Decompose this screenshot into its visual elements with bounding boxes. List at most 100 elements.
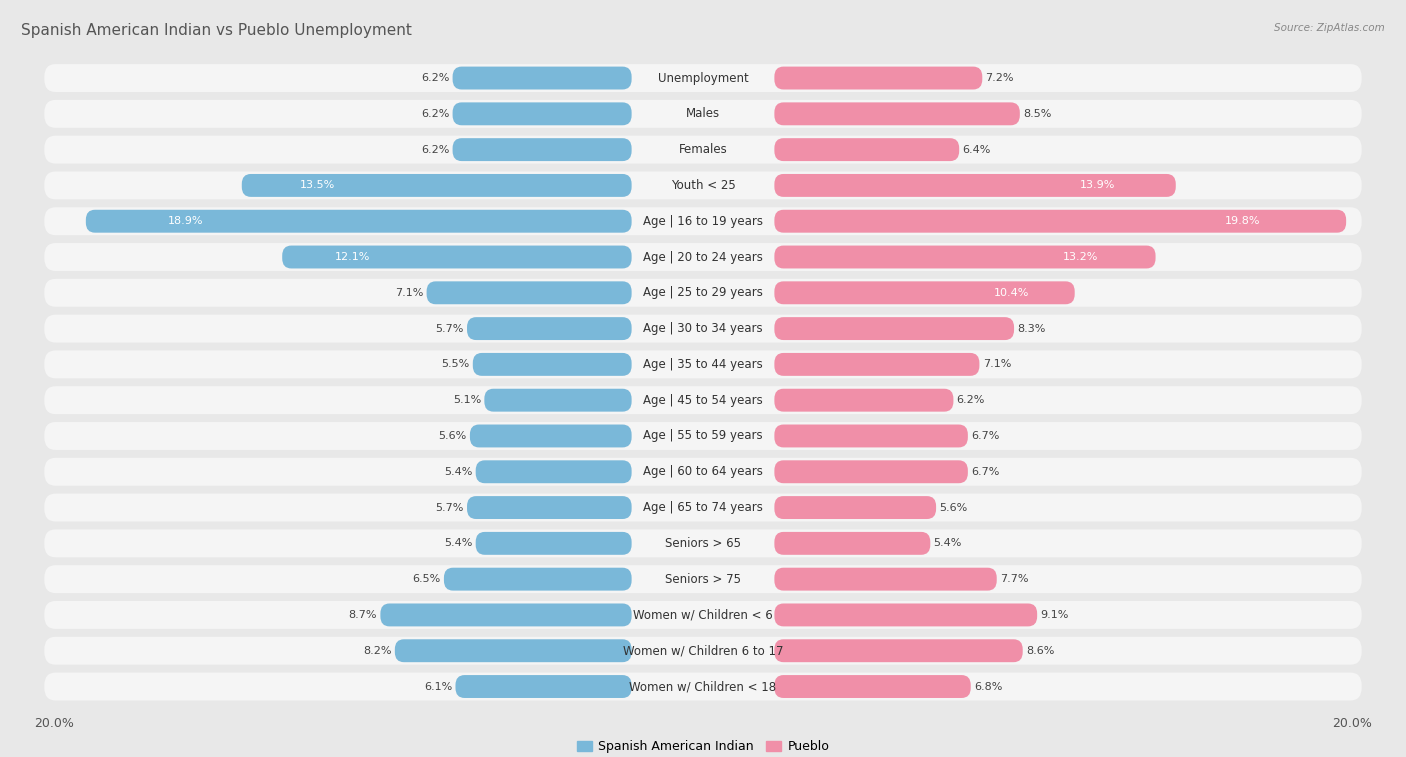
Text: Spanish American Indian vs Pueblo Unemployment: Spanish American Indian vs Pueblo Unempl… (21, 23, 412, 38)
Text: 6.5%: 6.5% (412, 574, 440, 584)
FancyBboxPatch shape (775, 639, 1022, 662)
Text: 13.9%: 13.9% (1080, 180, 1115, 191)
FancyBboxPatch shape (775, 568, 997, 590)
Text: 6.4%: 6.4% (963, 145, 991, 154)
FancyBboxPatch shape (426, 282, 631, 304)
Text: 5.5%: 5.5% (441, 360, 470, 369)
FancyBboxPatch shape (444, 568, 631, 590)
FancyBboxPatch shape (470, 425, 631, 447)
Text: 18.9%: 18.9% (167, 217, 204, 226)
Text: 6.2%: 6.2% (420, 145, 450, 154)
FancyBboxPatch shape (45, 243, 1361, 271)
Text: Males: Males (686, 107, 720, 120)
FancyBboxPatch shape (45, 207, 1361, 235)
Text: 8.6%: 8.6% (1026, 646, 1054, 656)
Text: 5.6%: 5.6% (439, 431, 467, 441)
Text: 7.1%: 7.1% (395, 288, 423, 298)
FancyBboxPatch shape (775, 317, 1014, 340)
Text: Age | 16 to 19 years: Age | 16 to 19 years (643, 215, 763, 228)
FancyBboxPatch shape (775, 102, 1019, 126)
FancyBboxPatch shape (775, 532, 931, 555)
Text: 8.3%: 8.3% (1018, 323, 1046, 334)
Text: 5.7%: 5.7% (436, 323, 464, 334)
Text: Seniors > 65: Seniors > 65 (665, 537, 741, 550)
FancyBboxPatch shape (45, 672, 1361, 700)
Text: 5.4%: 5.4% (444, 467, 472, 477)
FancyBboxPatch shape (242, 174, 631, 197)
Text: 6.7%: 6.7% (972, 431, 1000, 441)
Text: 6.1%: 6.1% (425, 681, 453, 692)
Text: Youth < 25: Youth < 25 (671, 179, 735, 192)
Text: 6.2%: 6.2% (420, 73, 450, 83)
FancyBboxPatch shape (453, 102, 631, 126)
Text: 12.1%: 12.1% (335, 252, 370, 262)
FancyBboxPatch shape (45, 565, 1361, 593)
Text: Age | 45 to 54 years: Age | 45 to 54 years (643, 394, 763, 407)
Text: 5.4%: 5.4% (444, 538, 472, 548)
Text: 8.7%: 8.7% (349, 610, 377, 620)
Text: 6.2%: 6.2% (956, 395, 986, 405)
Text: Age | 25 to 29 years: Age | 25 to 29 years (643, 286, 763, 299)
FancyBboxPatch shape (775, 353, 980, 375)
FancyBboxPatch shape (456, 675, 631, 698)
Text: 5.1%: 5.1% (453, 395, 481, 405)
FancyBboxPatch shape (45, 494, 1361, 522)
Text: 10.4%: 10.4% (994, 288, 1029, 298)
FancyBboxPatch shape (775, 675, 970, 698)
FancyBboxPatch shape (472, 353, 631, 375)
FancyBboxPatch shape (775, 210, 1346, 232)
FancyBboxPatch shape (475, 532, 631, 555)
Text: Women w/ Children < 18: Women w/ Children < 18 (630, 680, 776, 693)
Text: 5.4%: 5.4% (934, 538, 962, 548)
FancyBboxPatch shape (395, 639, 631, 662)
FancyBboxPatch shape (45, 350, 1361, 378)
Text: 13.2%: 13.2% (1063, 252, 1098, 262)
FancyBboxPatch shape (775, 496, 936, 519)
Text: 13.5%: 13.5% (301, 180, 336, 191)
FancyBboxPatch shape (775, 282, 1074, 304)
Legend: Spanish American Indian, Pueblo: Spanish American Indian, Pueblo (572, 735, 834, 757)
FancyBboxPatch shape (775, 603, 1038, 626)
Text: Women w/ Children 6 to 17: Women w/ Children 6 to 17 (623, 644, 783, 657)
FancyBboxPatch shape (45, 529, 1361, 557)
FancyBboxPatch shape (86, 210, 631, 232)
Text: Age | 35 to 44 years: Age | 35 to 44 years (643, 358, 763, 371)
FancyBboxPatch shape (484, 389, 631, 412)
Text: 8.5%: 8.5% (1024, 109, 1052, 119)
FancyBboxPatch shape (45, 136, 1361, 164)
Text: Age | 55 to 59 years: Age | 55 to 59 years (643, 429, 763, 443)
Text: 7.7%: 7.7% (1000, 574, 1028, 584)
Text: 7.1%: 7.1% (983, 360, 1011, 369)
FancyBboxPatch shape (45, 100, 1361, 128)
FancyBboxPatch shape (775, 139, 959, 161)
Text: 8.2%: 8.2% (363, 646, 392, 656)
Text: 5.6%: 5.6% (939, 503, 967, 512)
Text: Unemployment: Unemployment (658, 72, 748, 85)
FancyBboxPatch shape (45, 601, 1361, 629)
Text: 7.2%: 7.2% (986, 73, 1014, 83)
FancyBboxPatch shape (283, 245, 631, 269)
FancyBboxPatch shape (45, 458, 1361, 486)
FancyBboxPatch shape (45, 64, 1361, 92)
Text: 6.8%: 6.8% (974, 681, 1002, 692)
FancyBboxPatch shape (467, 496, 631, 519)
FancyBboxPatch shape (45, 637, 1361, 665)
Text: 9.1%: 9.1% (1040, 610, 1069, 620)
FancyBboxPatch shape (45, 315, 1361, 343)
FancyBboxPatch shape (467, 317, 631, 340)
FancyBboxPatch shape (45, 386, 1361, 414)
FancyBboxPatch shape (775, 174, 1175, 197)
FancyBboxPatch shape (775, 67, 983, 89)
Text: Females: Females (679, 143, 727, 156)
FancyBboxPatch shape (775, 389, 953, 412)
Text: Age | 30 to 34 years: Age | 30 to 34 years (643, 322, 763, 335)
Text: 5.7%: 5.7% (436, 503, 464, 512)
FancyBboxPatch shape (45, 279, 1361, 307)
FancyBboxPatch shape (453, 67, 631, 89)
Text: 6.2%: 6.2% (420, 109, 450, 119)
Text: Source: ZipAtlas.com: Source: ZipAtlas.com (1274, 23, 1385, 33)
FancyBboxPatch shape (475, 460, 631, 483)
Text: Age | 20 to 24 years: Age | 20 to 24 years (643, 251, 763, 263)
FancyBboxPatch shape (381, 603, 631, 626)
FancyBboxPatch shape (45, 422, 1361, 450)
